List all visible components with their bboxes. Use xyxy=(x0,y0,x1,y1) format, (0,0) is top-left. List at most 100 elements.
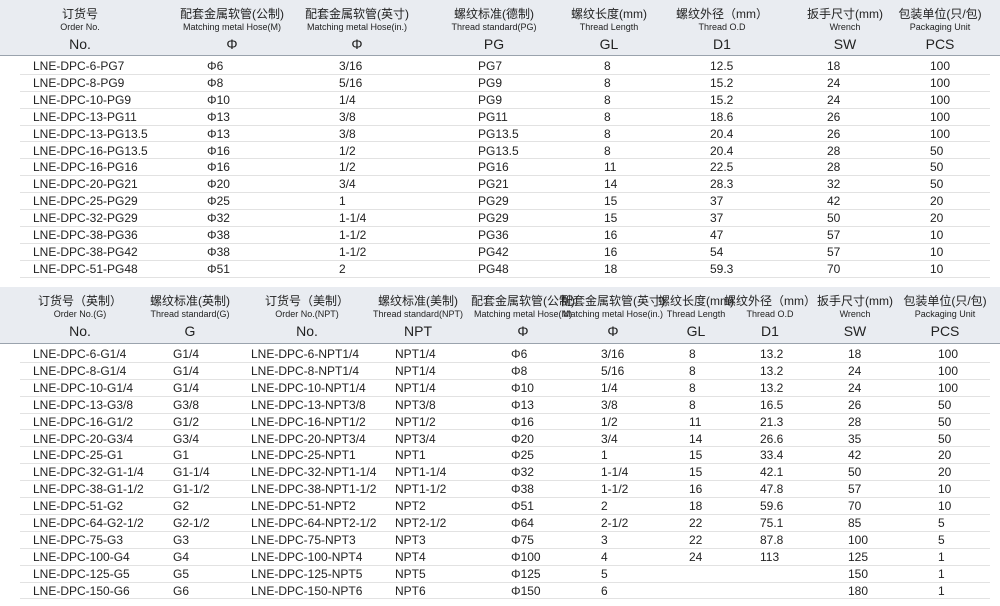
table-row xyxy=(20,446,990,465)
table-row xyxy=(20,175,990,194)
table-cell: LNE-DPC-38-NPT1-1/2 xyxy=(251,482,377,497)
table-cell: 28 xyxy=(848,414,862,429)
header-cn: 螺纹外径（mm） xyxy=(676,7,768,21)
table-cell: 3/4 xyxy=(601,431,618,446)
table-cell: 15 xyxy=(689,448,703,463)
table-cell: 100 xyxy=(938,363,959,378)
table-cell: 15.2 xyxy=(710,92,734,107)
table-cell: 8 xyxy=(604,92,611,107)
table-cell: PG16 xyxy=(478,160,509,175)
table-cell: LNE-DPC-32-G1-1/4 xyxy=(33,465,144,480)
header-symbol: SW xyxy=(843,323,867,339)
table-cell: 18 xyxy=(689,499,703,514)
table-cell: 20 xyxy=(930,194,944,209)
table-cell: LNE-DPC-125-G5 xyxy=(33,566,130,581)
table-cell: 28.3 xyxy=(710,177,734,192)
table-cell: LNE-DPC-38-PG42 xyxy=(33,244,138,259)
header-cn: 螺纹长度(mm) xyxy=(571,7,647,21)
table-cell: 59.6 xyxy=(760,499,784,514)
table-cell: LNE-DPC-75-NPT3 xyxy=(251,532,356,547)
table-cell: 18 xyxy=(827,59,841,73)
table-cell: NPT3/4 xyxy=(395,431,436,446)
table-cell: G1-1/2 xyxy=(173,482,210,497)
header-symbol: GL xyxy=(686,323,706,339)
header-symbol: No. xyxy=(69,36,91,52)
header-cn: 订货号（美制） xyxy=(264,294,350,308)
table-cell: G1/2 xyxy=(173,414,200,429)
table-cell: NPT1 xyxy=(395,448,426,463)
table-row xyxy=(20,413,990,431)
table-cell: 100 xyxy=(848,532,869,547)
table-row xyxy=(20,480,990,499)
table-row xyxy=(20,142,990,160)
table-cell: 5 xyxy=(938,532,945,547)
table-cell: 22 xyxy=(689,532,703,547)
table-cell: 22.5 xyxy=(710,160,734,175)
table-cell: 1/2 xyxy=(601,414,618,429)
table-row xyxy=(20,243,990,261)
table-cell: 8 xyxy=(689,380,696,395)
table-row xyxy=(20,57,990,75)
header-symbol: SW xyxy=(833,36,857,52)
table-cell: Φ38 xyxy=(207,228,230,242)
table-cell: Φ20 xyxy=(511,431,534,446)
table-cell: 57 xyxy=(827,244,841,259)
table-cell: LNE-DPC-38-G1-1/2 xyxy=(33,482,144,497)
header-en: Thread O.D xyxy=(698,22,746,32)
table-cell: 1-1/2 xyxy=(601,482,629,497)
header-symbol: Φ xyxy=(517,323,529,339)
table-cell: 2 xyxy=(339,261,346,276)
table-cell: NPT6 xyxy=(395,583,426,598)
table-cell: 100 xyxy=(930,109,951,124)
table-cell: LNE-DPC-16-PG16 xyxy=(33,160,138,175)
table-cell: NPT2 xyxy=(395,499,426,514)
table-cell: 28 xyxy=(827,160,841,175)
header-cn: 订货号 xyxy=(61,7,99,21)
table-cell: 2-1/2 xyxy=(601,516,629,530)
table-row xyxy=(20,548,990,566)
table-cell: 11 xyxy=(689,414,702,429)
table-cell: 11 xyxy=(604,160,617,175)
table-cell: 100 xyxy=(930,75,951,90)
table-cell: LNE-DPC-8-G1/4 xyxy=(33,363,127,378)
header-en: Wrench xyxy=(829,22,861,32)
table-cell: 85 xyxy=(848,516,862,530)
table-cell: 8 xyxy=(689,397,696,412)
table-cell: LNE-DPC-6-NPT1/4 xyxy=(251,347,360,361)
header-en: Packaging Unit xyxy=(914,309,976,319)
table-cell: Φ8 xyxy=(207,75,224,90)
table-cell: 50 xyxy=(938,414,952,429)
table-cell: PG36 xyxy=(478,228,509,242)
table-cell: Φ25 xyxy=(207,194,230,209)
table-cell: 16 xyxy=(689,482,703,497)
table-cell: Φ13 xyxy=(207,126,230,141)
table-cell: G2-1/2 xyxy=(173,516,210,530)
table-cell: LNE-DPC-25-NPT1 xyxy=(251,448,356,463)
table-row xyxy=(20,531,990,549)
table-cell: LNE-DPC-20-PG21 xyxy=(33,177,138,192)
table-cell: Φ6 xyxy=(511,347,528,361)
table-cell: 6 xyxy=(601,583,608,598)
table-cell: 10 xyxy=(930,228,944,242)
table-cell: 42 xyxy=(848,448,862,463)
table-cell: 50 xyxy=(930,143,944,158)
table-cell: 8 xyxy=(604,126,611,141)
table-cell: 20 xyxy=(938,465,952,480)
table-cell: LNE-DPC-51-G2 xyxy=(33,499,124,514)
table-cell: LNE-DPC-13-PG11 xyxy=(33,109,137,124)
header-cn: 包装单位(只/包) xyxy=(898,7,982,21)
header-en: Matching metal Hose(M) xyxy=(473,309,573,319)
table-cell: 5/16 xyxy=(339,75,363,90)
table-row xyxy=(20,463,990,482)
table-cell: 10 xyxy=(930,244,944,259)
table-row xyxy=(20,209,990,227)
table-cell: G5 xyxy=(173,566,190,581)
table-cell: NPT2-1/2 xyxy=(395,516,447,530)
header-cn: 配套金属软管(公制) xyxy=(180,7,284,21)
table-cell: Φ16 xyxy=(207,143,230,158)
table-row xyxy=(20,260,990,278)
header-symbol: Φ xyxy=(607,323,619,339)
table-cell: 50 xyxy=(930,160,944,175)
table-cell: G6 xyxy=(173,583,190,598)
table-row xyxy=(20,192,990,211)
